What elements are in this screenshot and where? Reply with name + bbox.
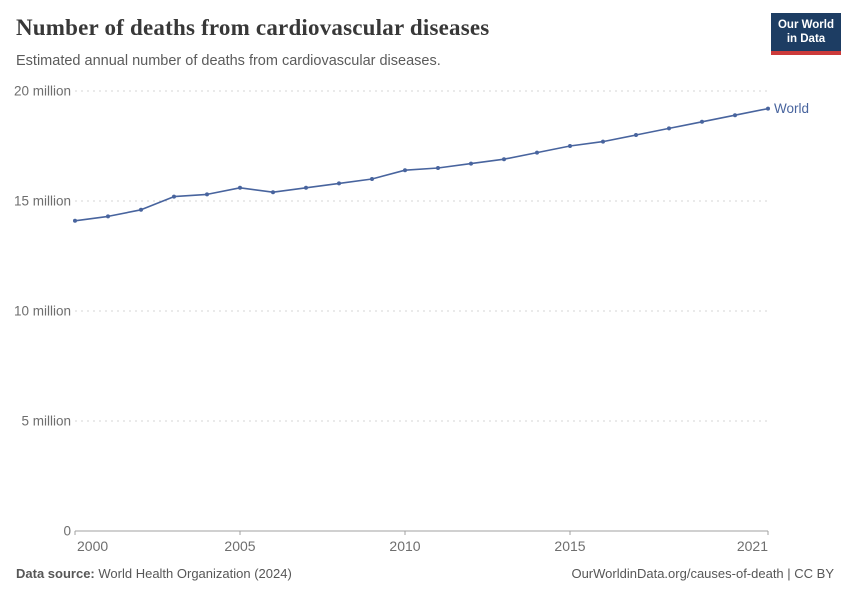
data-point [502, 157, 506, 162]
data-point [667, 126, 671, 131]
data-point [403, 168, 407, 173]
data-point [469, 161, 473, 166]
data-point [73, 218, 77, 223]
attribution-link[interactable]: OurWorldinData.org/causes-of-death | CC … [571, 566, 834, 581]
chart-title: Number of deaths from cardiovascular dis… [16, 15, 490, 40]
y-tick-label: 10 million [14, 304, 71, 319]
data-source-label: Data source: [16, 566, 95, 581]
data-point [370, 177, 374, 181]
x-tick-label: 2010 [389, 538, 420, 554]
series-line-world [74, 107, 769, 222]
data-point [700, 119, 704, 124]
data-source-value: World Health Organization (2024) [98, 566, 292, 581]
data-point [568, 144, 572, 148]
data-point [205, 192, 209, 197]
x-tick-label: 2015 [554, 538, 585, 554]
y-tick-label: 15 million [14, 194, 71, 209]
chart-subtitle: Estimated annual number of deaths from c… [16, 53, 441, 69]
data-source: Data source: World Health Organization (… [16, 566, 292, 581]
data-point [238, 185, 242, 190]
owid-logo: Our World in Data [771, 13, 841, 55]
y-tick-label: 0 [63, 524, 71, 539]
y-tick-label: 5 million [21, 414, 71, 429]
x-tick-label: 2021 [737, 538, 768, 554]
logo-line1: Our World [777, 19, 834, 31]
data-point [535, 150, 539, 155]
data-point [634, 133, 638, 137]
y-tick-label: 20 million [14, 84, 71, 99]
data-point [172, 194, 176, 199]
x-tick-label: 2000 [77, 538, 108, 554]
chart-footer: Data source: World Health Organization (… [16, 566, 834, 581]
data-point [337, 181, 341, 186]
data-point [733, 113, 737, 118]
data-point [766, 106, 770, 111]
data-point [601, 139, 605, 144]
series-label-world: World [774, 101, 809, 116]
data-point [139, 207, 143, 212]
logo-line2: in Data [786, 33, 826, 46]
x-tick-label: 2005 [224, 538, 255, 554]
line-chart-canvas: 0 5 million 10 million 15 million 20 million… [14, 84, 809, 555]
data-point [436, 166, 440, 170]
data-point [271, 190, 275, 195]
data-point [304, 185, 308, 190]
data-point [106, 214, 110, 219]
